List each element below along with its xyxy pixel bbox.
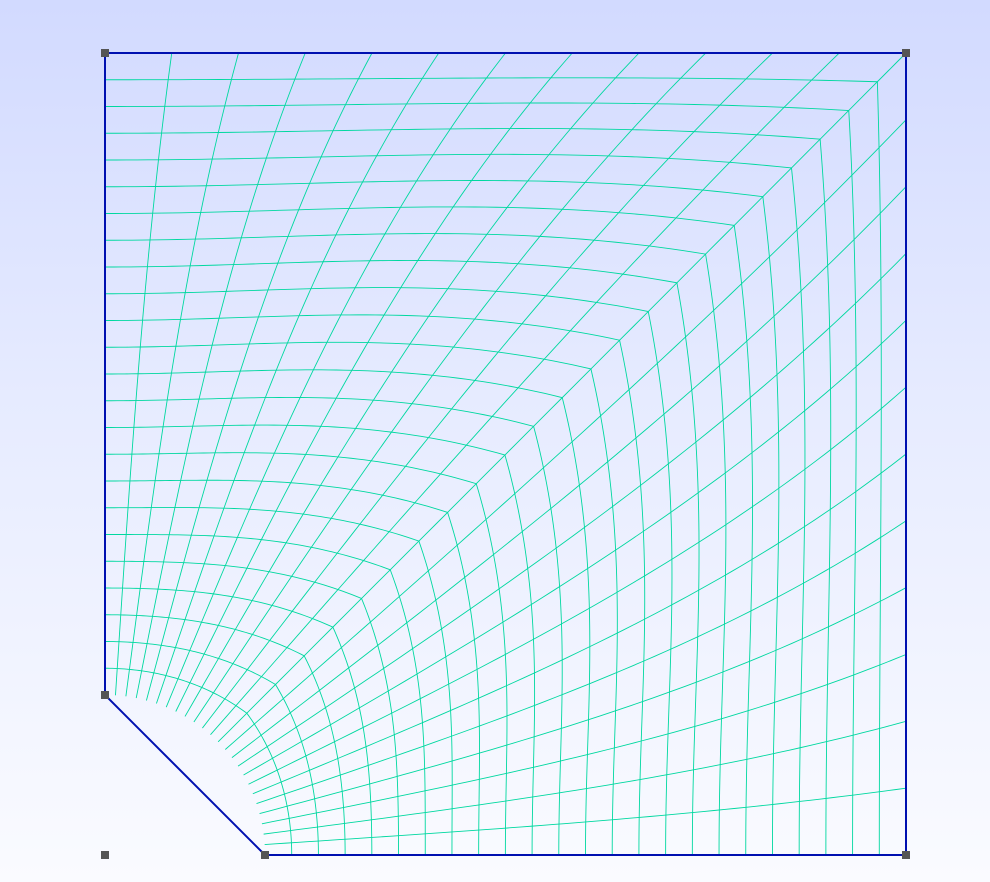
radial-line-22 — [263, 720, 907, 835]
circumferential-line-18 — [104, 206, 753, 856]
circumferential-line-8 — [105, 479, 480, 855]
vertex-arc-bottom[interactable] — [261, 851, 269, 859]
circumferential-line-23 — [105, 77, 882, 855]
radial-line-4 — [145, 52, 373, 701]
circumferential-line-14 — [104, 314, 646, 856]
radial-line-19 — [256, 520, 907, 804]
radial-line-20 — [259, 587, 907, 815]
radial-line-2 — [125, 52, 239, 697]
mesh-grid — [104, 52, 907, 856]
vertex-top-right[interactable] — [902, 49, 910, 57]
radial-line-21 — [261, 654, 907, 825]
circumferential-line-13 — [104, 341, 618, 856]
radial-line-7 — [175, 52, 573, 712]
radial-line-15 — [237, 253, 907, 767]
circumferential-line-10 — [104, 424, 536, 856]
vertex-center[interactable] — [101, 851, 109, 859]
circumferential-line-9 — [104, 452, 508, 855]
vertex-arc-left[interactable] — [101, 691, 109, 699]
radial-line-3 — [135, 52, 306, 699]
radial-line-18 — [252, 453, 907, 795]
circumferential-line-19 — [104, 180, 780, 856]
circumferential-line-22 — [104, 102, 857, 856]
geometry-boundary — [104, 52, 907, 856]
geometry-vertices — [101, 49, 910, 859]
radial-line-8 — [184, 52, 640, 717]
radial-line-13 — [224, 119, 907, 750]
circumferential-line-15 — [104, 287, 673, 856]
circumferential-line-16 — [104, 260, 700, 856]
circumferential-line-11 — [104, 397, 563, 856]
vertex-bottom-right[interactable] — [902, 851, 910, 859]
circumferential-line-21 — [104, 128, 832, 855]
circumferential-line-12 — [104, 369, 591, 856]
radial-line-6 — [165, 52, 506, 708]
circumferential-line-4 — [105, 587, 373, 855]
circumferential-line-6 — [105, 534, 426, 855]
circumferential-line-17 — [104, 233, 727, 856]
circumferential-line-2 — [104, 641, 319, 856]
radial-line-16 — [243, 320, 907, 776]
vertex-top-left[interactable] — [101, 49, 109, 57]
circumferential-line-1 — [104, 667, 293, 856]
circumferential-line-3 — [104, 614, 346, 856]
radial-line-5 — [156, 52, 440, 704]
radial-line-11 — [210, 52, 840, 736]
circumferential-line-20 — [104, 153, 806, 856]
circumferential-line-5 — [105, 560, 399, 855]
circumferential-line-7 — [105, 507, 453, 855]
radial-line-17 — [248, 386, 907, 785]
